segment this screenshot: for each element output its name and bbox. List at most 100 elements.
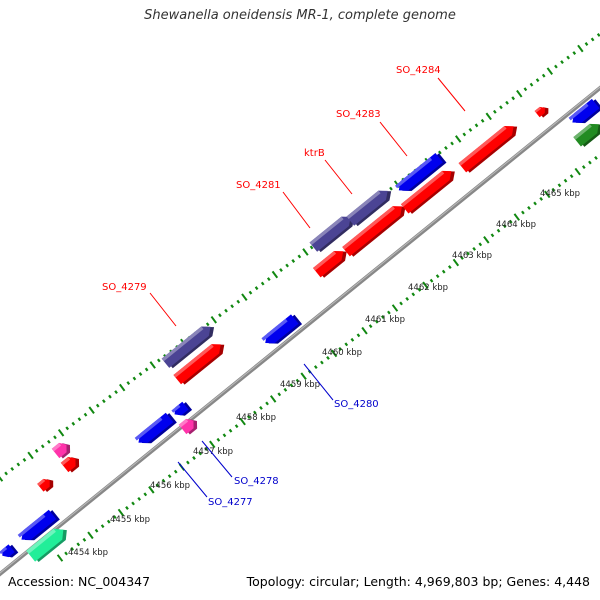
gene-small-blue-block-body <box>174 401 189 416</box>
lower-ruler-tick <box>228 428 233 433</box>
gene-so4280-block <box>261 314 303 344</box>
upper-ruler-tick <box>566 55 570 60</box>
gene-leader-line <box>379 121 408 157</box>
lower-ruler-tick <box>356 333 361 338</box>
gene-red-block-body <box>400 170 452 214</box>
gene-red-block-highlight <box>400 170 445 207</box>
lower-ruler-tick <box>137 496 142 501</box>
upper-ruler-tick <box>285 263 289 268</box>
upper-ruler-tick <box>102 399 106 404</box>
upper-ruler-tick <box>71 421 76 426</box>
upper-ruler-tick <box>279 268 283 272</box>
upper-ruler-tick <box>302 248 309 256</box>
genome-backbone-highlight <box>0 86 600 574</box>
lower-ruler-tick <box>106 519 111 524</box>
lower-ruler-tick <box>496 228 501 233</box>
lower-ruler-tick <box>380 315 385 320</box>
lower-ruler-tick <box>87 531 94 540</box>
upper-ruler-tick <box>444 146 448 150</box>
gene-blue-block-body <box>21 509 57 540</box>
gene-red-block <box>37 478 54 493</box>
gene-blue-block-highlight <box>17 514 46 538</box>
upper-ruler-tick <box>505 100 509 105</box>
lower-ruler-tick <box>161 478 166 483</box>
gene-small-blue-block-highlight <box>171 404 181 413</box>
gene-teal-block-highlight <box>26 528 56 554</box>
lower-ruler-tick <box>574 167 581 176</box>
upper-ruler-tick <box>53 435 57 440</box>
upper-ruler-tick <box>119 383 126 392</box>
gene-ktrb-block-highlight <box>346 190 381 220</box>
lower-ruler-tick <box>563 178 568 183</box>
upper-ruler-tick <box>157 358 161 363</box>
upper-ruler-tick <box>149 361 156 369</box>
lower-ruler-tick <box>289 383 294 388</box>
upper-ruler-tick <box>95 403 100 408</box>
gene-so4281-block-body <box>309 216 351 252</box>
upper-ruler-tick <box>493 109 497 114</box>
lower-ruler-tick <box>167 474 172 479</box>
upper-ruler-tick <box>108 394 112 399</box>
gene-ktrb-block-body <box>346 190 388 226</box>
gene-ktrb-block <box>346 190 392 227</box>
upper-ruler-tick <box>47 439 51 444</box>
upper-ruler-tick <box>516 89 523 98</box>
kbp-label: 4454 kbp <box>68 548 108 558</box>
upper-ruler-tick <box>480 118 485 123</box>
upper-ruler-tick <box>114 390 118 395</box>
upper-ruler-tick <box>57 428 65 437</box>
upper-ruler-tick <box>546 67 554 75</box>
upper-ruler-tick <box>210 315 218 324</box>
gene-so4283-block <box>395 152 447 191</box>
gene-so4280-block-highlight <box>261 318 288 341</box>
lower-ruler-tick <box>361 326 368 335</box>
upper-ruler-tick <box>577 44 584 53</box>
upper-ruler-tick <box>271 270 279 279</box>
lower-ruler-tick <box>300 372 307 380</box>
upper-ruler-tick <box>10 467 15 471</box>
upper-ruler-tick <box>77 417 82 422</box>
gene-label: SO_4278 <box>234 476 279 487</box>
gene-leader-line <box>282 191 311 229</box>
lower-ruler-tick <box>265 401 269 406</box>
gene-green-block-body <box>573 123 599 147</box>
genome-backbone-line <box>0 85 600 577</box>
lower-ruler-tick <box>374 319 379 324</box>
gene-blue-block <box>17 509 60 541</box>
gene-leader-line <box>437 77 466 112</box>
kbp-label: 4457 kbp <box>193 447 233 457</box>
upper-ruler-tick <box>450 141 454 146</box>
gene-red-block <box>173 344 225 385</box>
gene-so4283-block-highlight <box>395 157 433 189</box>
gene-small-red-marker <box>534 106 549 118</box>
upper-ruler-tick <box>144 367 149 372</box>
lower-ruler-tick <box>283 387 288 392</box>
gene-small-blue-block-highlight <box>0 546 8 555</box>
kbp-label: 4462 kbp <box>408 283 448 293</box>
lower-ruler-tick <box>435 274 440 279</box>
gene-label: SO_4280 <box>334 399 379 410</box>
gene-leader-line <box>303 363 334 401</box>
lower-ruler-tick <box>64 551 68 556</box>
lower-ruler-tick <box>246 415 251 420</box>
gene-green-block <box>573 123 600 147</box>
gene-red-block-highlight <box>60 456 71 466</box>
lower-ruler-tick <box>429 278 434 283</box>
gene-so4280-block-body <box>265 314 299 344</box>
gene-label: SO_4283 <box>336 109 381 120</box>
lower-ruler-tick <box>417 287 422 292</box>
gene-label: ktrB <box>304 148 325 159</box>
upper-ruler-tick <box>389 186 393 191</box>
lower-ruler-tick <box>483 236 490 244</box>
gene-leader-line <box>149 292 177 327</box>
lower-ruler-tick <box>588 160 592 165</box>
gene-red-block-highlight <box>342 206 395 250</box>
lower-ruler-tick <box>277 392 282 397</box>
gene-green-block-highlight <box>573 123 592 140</box>
lower-ruler-tick <box>387 310 391 315</box>
lower-ruler-tick <box>131 501 135 506</box>
lower-ruler-tick <box>269 395 277 403</box>
lower-ruler-tick <box>143 492 148 497</box>
